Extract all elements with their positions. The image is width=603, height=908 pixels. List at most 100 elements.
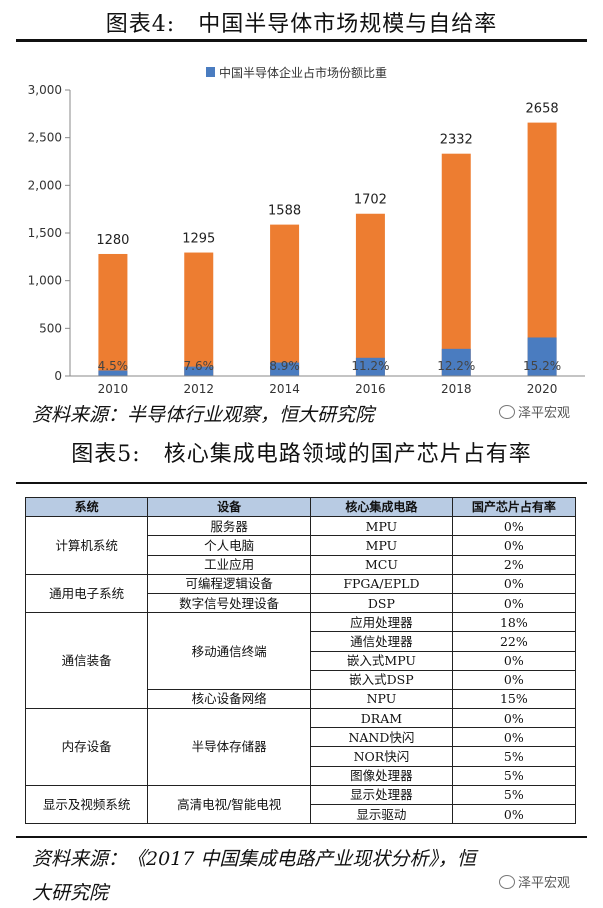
table-row: 通信装备 移动通信终端 应用处理器 18% xyxy=(24,612,577,710)
share-cell: 0% xyxy=(451,516,577,537)
domestic-share-bar xyxy=(441,348,471,376)
watermark-2: 泽平宏观 xyxy=(499,872,570,891)
chip-cell: 嵌入式DSP xyxy=(310,669,453,690)
wechat-icon xyxy=(499,405,515,419)
share-value-label: 15.2% xyxy=(523,359,561,373)
source-note-2: 资料来源：《2017 中国集成电路产业现状分析》，恒 xyxy=(32,848,476,870)
system-cell: 内存设备 xyxy=(24,708,149,786)
chip-cell: 显示驱动 xyxy=(310,803,453,825)
share-cell: 0% xyxy=(451,650,577,671)
chip-cell: NPU xyxy=(310,688,453,710)
y-tick-label: 0 xyxy=(54,369,62,383)
market-size-bar xyxy=(441,153,471,376)
table-top-rule xyxy=(16,482,587,484)
y-tick-label: 2,000 xyxy=(28,178,62,192)
y-tick-label: 3,000 xyxy=(28,83,62,97)
market-size-bar xyxy=(184,252,214,376)
chip-cell: FPGA/EPLD xyxy=(310,573,453,594)
watermark-text-2: 泽平宏观 xyxy=(518,876,571,891)
chip-cell: 通信处理器 xyxy=(310,631,453,652)
x-tick-label: 2012 xyxy=(183,382,214,396)
share-cell: 0% xyxy=(451,669,577,690)
market-size-chart: 中国半导体企业占市场份额比重 0 500 1,000 1,500 2,000 2,500 3… xyxy=(28,65,585,396)
table-row: NAND快闪 0% xyxy=(26,727,577,748)
share-cell: 5% xyxy=(451,765,577,786)
table-row: 通用电子系统 可编程逻辑设备 FPGA/EPLD 0% xyxy=(24,573,577,614)
share-cell: 0% xyxy=(451,727,577,748)
share-cell: 5% xyxy=(451,784,577,806)
legend-swatch xyxy=(206,67,215,77)
system-cell: 通信装备 xyxy=(24,612,149,710)
device-cell: 核心设备网络 xyxy=(147,688,312,710)
chip-cell: 应用处理器 xyxy=(310,612,453,633)
share-cell: 0% xyxy=(451,592,577,614)
figure4-title: 图表4: 中国半导体市场规模与自给率 xyxy=(105,12,498,37)
chart-legend: 中国半导体企业占市场份额比重 xyxy=(206,65,387,80)
total-value-label: 2658 xyxy=(526,102,559,117)
table-row: 图像处理器 5% xyxy=(26,765,577,786)
y-tick-label: 1,500 xyxy=(28,226,62,240)
market-size-bar xyxy=(527,122,557,376)
chip-cell: 图像处理器 xyxy=(310,765,453,786)
header-system: 系统 xyxy=(24,496,149,518)
device-cell: 半导体存储器 xyxy=(147,708,312,786)
table-row: 核心设备网络 NPU 15% xyxy=(26,688,577,710)
share-cell: 2% xyxy=(451,554,577,575)
title-rule xyxy=(16,39,587,42)
system-cell: 通用电子系统 xyxy=(24,573,149,614)
market-size-bar xyxy=(355,213,385,376)
y-tick-label: 2,500 xyxy=(28,131,62,145)
figure5-title: 图表5: 核心集成电路领域的国产芯片占有率 xyxy=(71,442,532,467)
device-cell: 个人电脑 xyxy=(147,535,312,556)
share-value-label: 7.6% xyxy=(184,359,215,373)
y-tick-label: 1,000 xyxy=(28,274,62,288)
share-cell: 0% xyxy=(451,803,577,825)
header-core-ic: 核心集成电路 xyxy=(310,496,453,518)
chip-cell: DRAM xyxy=(310,708,453,729)
table-row: 显示驱动 0% xyxy=(26,803,577,825)
device-cell: 服务器 xyxy=(147,516,312,537)
y-tick-label: 500 xyxy=(39,321,62,335)
share-value-label: 8.9% xyxy=(269,359,300,373)
share-cell: 0% xyxy=(451,708,577,729)
market-size-bar xyxy=(98,253,128,376)
chip-cell: NOR快闪 xyxy=(310,746,453,767)
chip-cell: MPU xyxy=(310,516,453,537)
chip-cell: NAND快闪 xyxy=(310,727,453,748)
total-value-label: 1280 xyxy=(96,233,129,248)
share-value-label: 4.5% xyxy=(98,359,129,373)
chip-share-table: 系统 设备 核心集成电路 国产芯片占有率 计算机系统 服务器 MPU 0% 个人… xyxy=(24,496,577,825)
watermark-1: 泽平宏观 xyxy=(499,402,570,421)
device-cell: 可编程逻辑设备 xyxy=(147,573,312,594)
device-cell: 移动通信终端 xyxy=(147,612,312,690)
share-cell: 0% xyxy=(451,573,577,594)
device-cell: 高清电视/智能电视 xyxy=(147,784,312,825)
chip-cell: DSP xyxy=(310,592,453,614)
chip-cell: 显示处理器 xyxy=(310,784,453,806)
share-value-label: 12.2% xyxy=(437,359,475,373)
x-tick-label: 2018 xyxy=(441,382,472,396)
domestic-share-bar xyxy=(355,357,385,376)
wechat-icon xyxy=(499,875,515,889)
x-tick-label: 2014 xyxy=(269,382,300,396)
share-cell: 0% xyxy=(451,535,577,556)
x-tick-label: 2010 xyxy=(98,382,129,396)
total-value-label: 1295 xyxy=(182,232,215,247)
table-header-row: 系统 设备 核心集成电路 国产芯片占有率 xyxy=(24,496,577,518)
share-cell: 18% xyxy=(451,612,577,633)
domestic-share-bar xyxy=(270,362,300,376)
table-bottom-rule xyxy=(16,836,587,838)
device-cell: 数字信号处理设备 xyxy=(147,592,312,614)
source-note-1: 资料来源：半导体行业观察，恒大研究院 xyxy=(32,404,375,426)
share-value-label: 11.2% xyxy=(351,359,389,373)
domestic-share-bar xyxy=(527,337,557,376)
table-row: 计算机系统 服务器 MPU 0% xyxy=(24,516,577,575)
market-size-bar xyxy=(270,224,300,376)
watermark-text-1: 泽平宏观 xyxy=(518,406,571,421)
total-value-label: 1588 xyxy=(268,204,301,219)
chip-cell: MCU xyxy=(310,554,453,575)
system-cell: 计算机系统 xyxy=(24,516,149,575)
system-cell: 显示及视频系统 xyxy=(24,784,149,825)
table-row: 工业应用 MCU 2% xyxy=(26,554,577,575)
legend-label: 中国半导体企业占市场份额比重 xyxy=(219,65,387,80)
